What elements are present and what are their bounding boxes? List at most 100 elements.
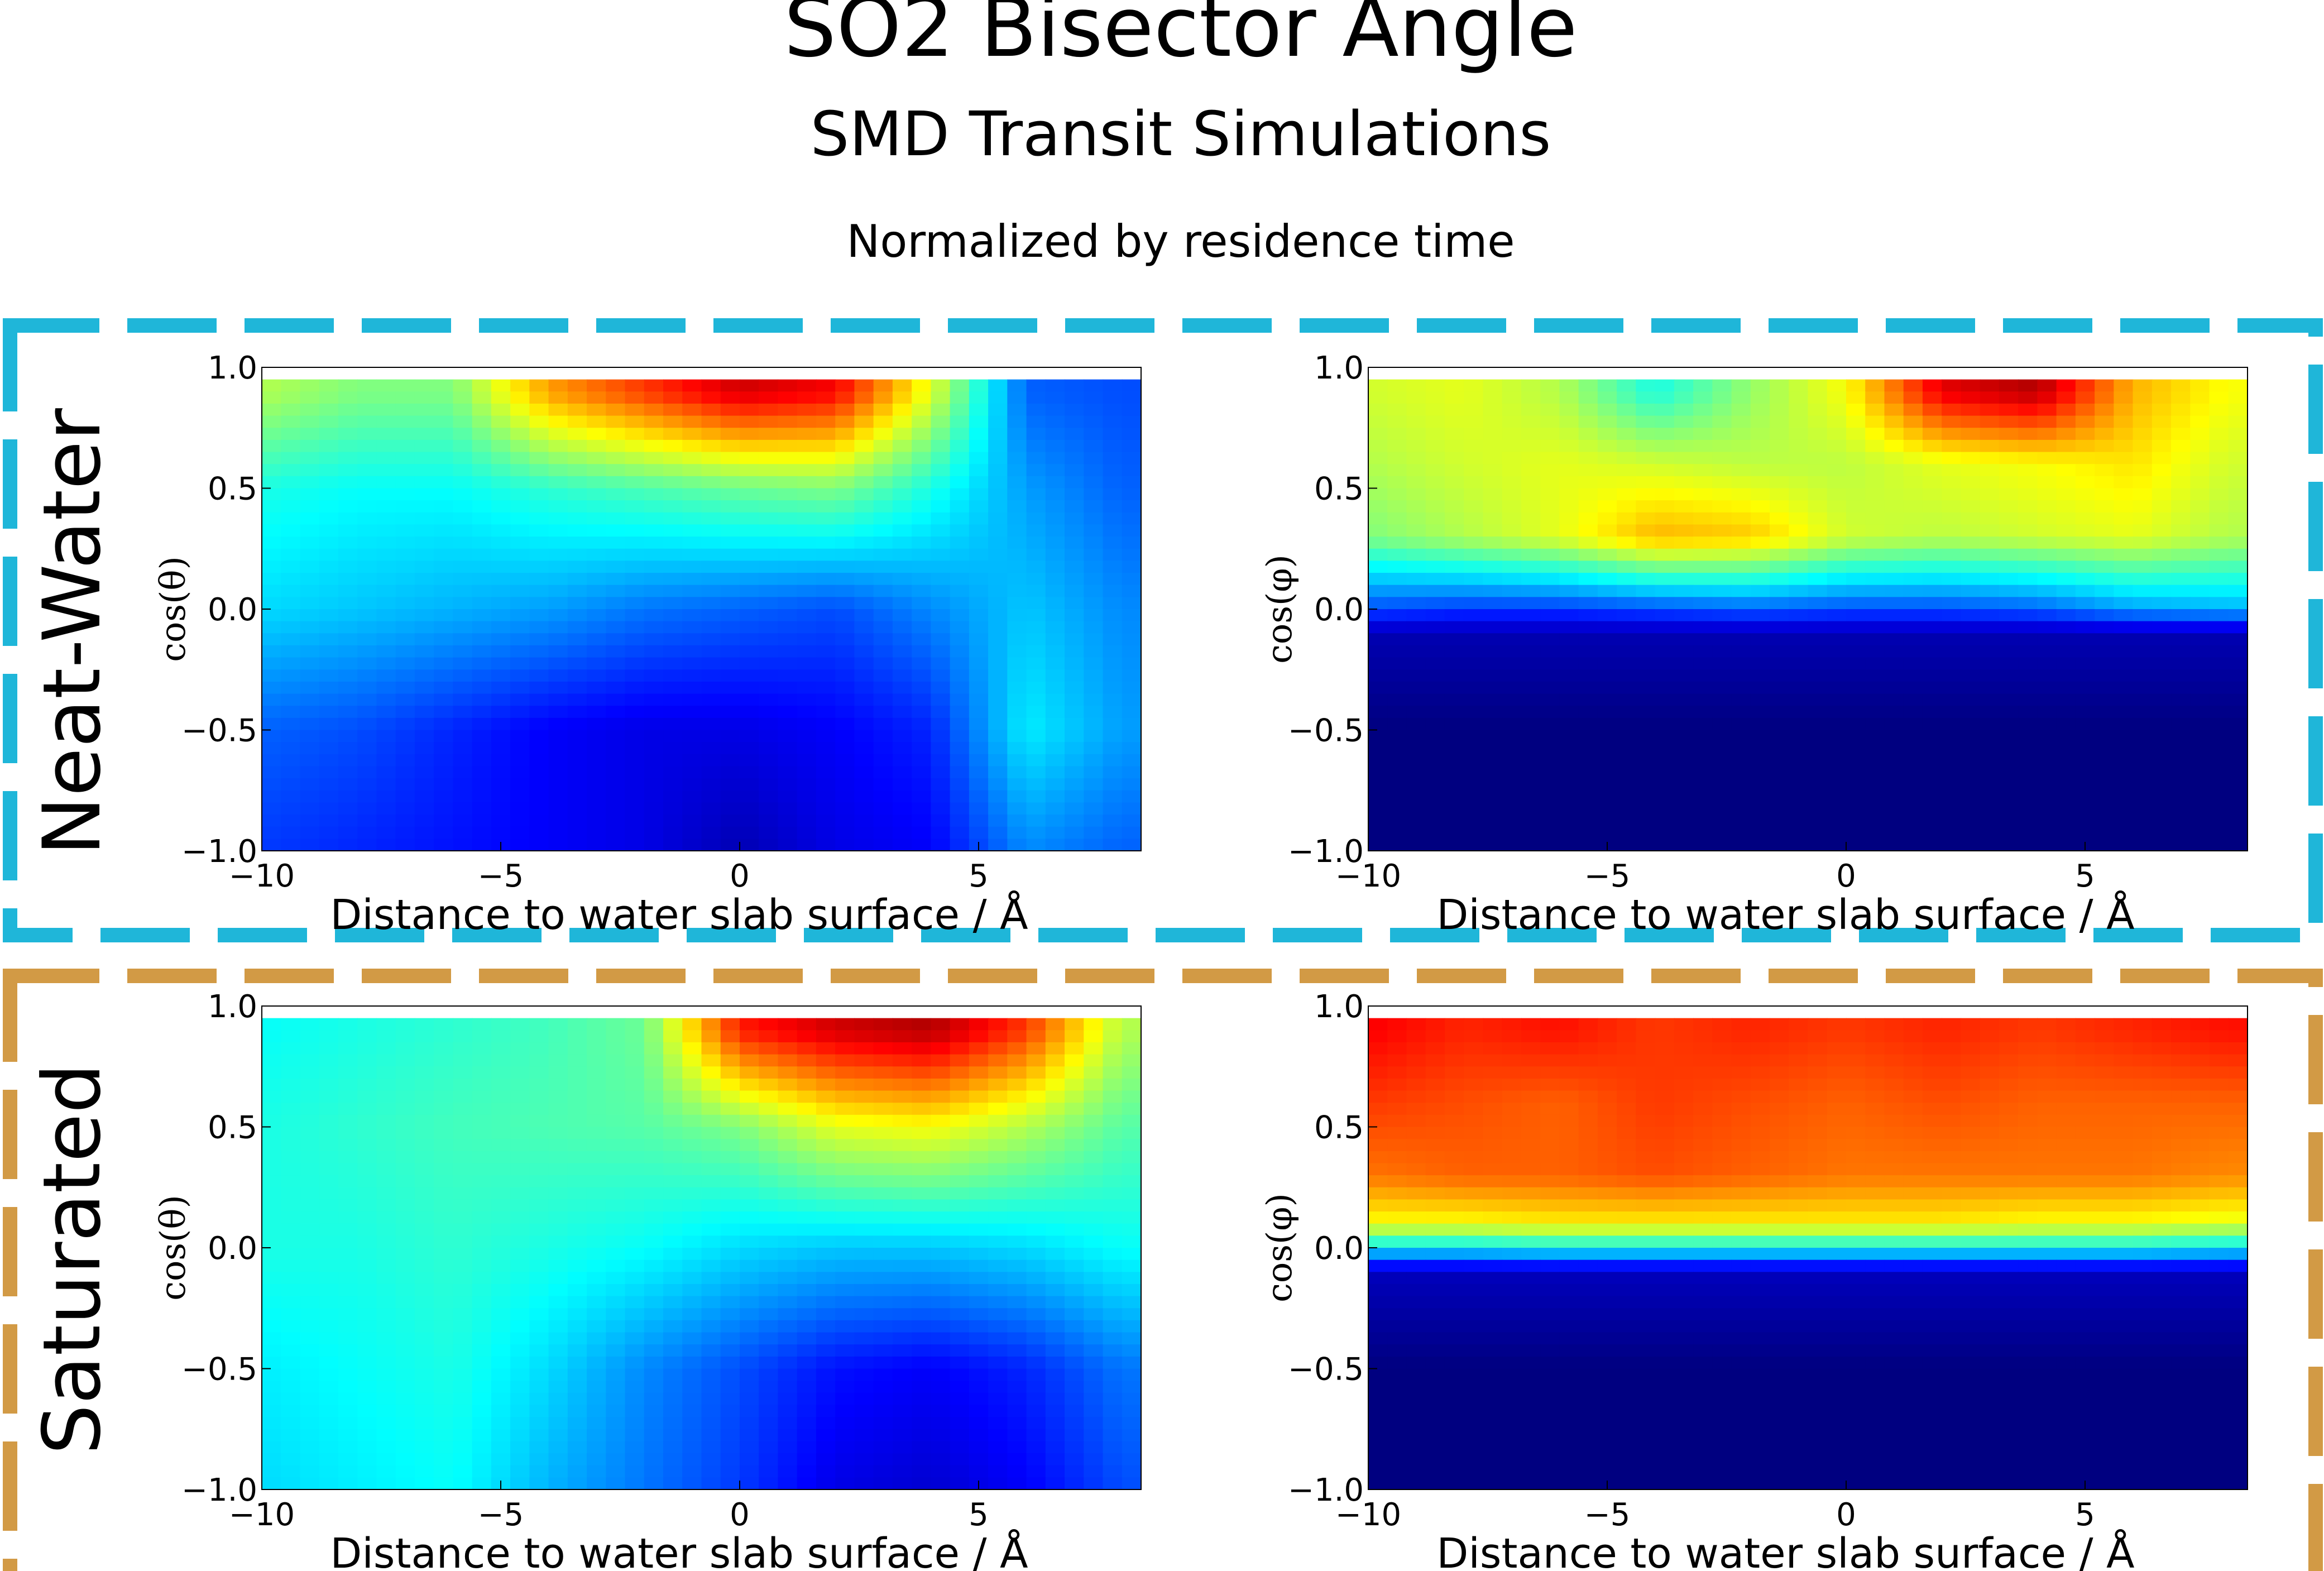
- heatmap-cell: [1980, 730, 2000, 743]
- heatmap-cell: [548, 1368, 568, 1381]
- heatmap-cell: [567, 1248, 587, 1261]
- heatmap-cell: [873, 802, 893, 815]
- heatmap-cell: [1942, 645, 1962, 658]
- heatmap-cell: [1026, 428, 1046, 440]
- heatmap-cell: [2018, 391, 2038, 404]
- heatmap-cell: [1884, 609, 1904, 622]
- heatmap-cell: [644, 439, 664, 453]
- heatmap-cell: [262, 561, 282, 573]
- heatmap-cell: [625, 1090, 645, 1103]
- heatmap-cell: [720, 1054, 740, 1067]
- heatmap-cell: [262, 1235, 282, 1248]
- heatmap-cell: [1827, 561, 1847, 573]
- heatmap-cell: [1045, 379, 1065, 392]
- heatmap-cell: [1406, 537, 1426, 549]
- heatmap-cell: [453, 548, 473, 562]
- heatmap-cell: [682, 1296, 702, 1309]
- heatmap-cell: [1903, 428, 1923, 440]
- heatmap-cell: [778, 548, 798, 562]
- heatmap-cell: [1617, 717, 1637, 731]
- heatmap-cell: [262, 621, 282, 634]
- heatmap-cell: [1693, 537, 1713, 549]
- heatmap-cell: [262, 681, 282, 695]
- heatmap-cell: [1103, 754, 1123, 767]
- heatmap-cell: [835, 1187, 855, 1200]
- heatmap-cell: [1693, 681, 1713, 695]
- heatmap-cell: [262, 826, 282, 840]
- heatmap-cell: [816, 1103, 836, 1115]
- heatmap-cell: [1942, 754, 1962, 767]
- heatmap-cell: [262, 428, 282, 440]
- heatmap-cell: [1026, 1344, 1046, 1357]
- heatmap-cell: [529, 573, 549, 586]
- heatmap-cell: [1502, 839, 1522, 851]
- heatmap-cell: [510, 537, 530, 549]
- heatmap-cell: [1007, 681, 1027, 695]
- heatmap-cell: [663, 1042, 683, 1055]
- heatmap-cell: [1007, 597, 1027, 610]
- heatmap-cell: [835, 657, 855, 670]
- heatmap-cell: [1808, 573, 1828, 586]
- heatmap-cell: [548, 1308, 568, 1321]
- heatmap-cell: [1827, 766, 1847, 779]
- heatmap-cell: [281, 815, 301, 827]
- heatmap-cell: [414, 621, 434, 634]
- heatmap-cell: [1750, 669, 1770, 682]
- heatmap-cell: [1387, 815, 1407, 827]
- heatmap-cell: [1999, 766, 2019, 779]
- heatmap-cell: [395, 1127, 415, 1139]
- heatmap-cell: [395, 1344, 415, 1357]
- heatmap-cell: [281, 693, 301, 706]
- heatmap-cell: [663, 790, 683, 803]
- heatmap-cell: [1483, 802, 1503, 815]
- heatmap-cell: [912, 452, 932, 464]
- heatmap-cell: [1103, 609, 1123, 622]
- heatmap-cell: [912, 439, 932, 453]
- heatmap-cell: [491, 500, 511, 513]
- heatmap-cell: [1578, 573, 1598, 586]
- heatmap-cell: [357, 1163, 377, 1176]
- heatmap-cell: [797, 1332, 817, 1345]
- heatmap-cell: [1808, 524, 1828, 537]
- heatmap-cell: [319, 1308, 339, 1321]
- heatmap-cell: [644, 488, 664, 501]
- heatmap-cell: [2171, 621, 2191, 634]
- heatmap-cell: [1026, 1308, 1046, 1321]
- heatmap-cell: [376, 585, 396, 598]
- heatmap-cell: [453, 1151, 473, 1164]
- heatmap-cell: [2037, 645, 2057, 658]
- heatmap-cell: [338, 573, 358, 586]
- heatmap-cell: [912, 1259, 932, 1273]
- heatmap-cell: [1808, 657, 1828, 670]
- heatmap-cell: [434, 379, 454, 392]
- heatmap-cell: [395, 802, 415, 815]
- heatmap-cell: [682, 1054, 702, 1067]
- heatmap-cell: [759, 1175, 779, 1188]
- heatmap-cell: [892, 524, 912, 537]
- heatmap-cell: [2209, 742, 2229, 755]
- heatmap-cell: [1559, 826, 1579, 840]
- heatmap-cell: [567, 1090, 587, 1103]
- heatmap-cell: [587, 1320, 607, 1333]
- heatmap-cell: [1026, 1248, 1046, 1261]
- heatmap-cell: [1942, 802, 1962, 815]
- heatmap-cell: [682, 464, 702, 477]
- heatmap-cell: [682, 766, 702, 779]
- heatmap-cell: [1103, 403, 1123, 416]
- heatmap-cell: [1026, 1030, 1046, 1043]
- heatmap-cell: [873, 730, 893, 743]
- heatmap-cell: [663, 1175, 683, 1188]
- heatmap-cell: [472, 802, 492, 815]
- heatmap-cell: [2209, 512, 2229, 525]
- heatmap-cell: [319, 681, 339, 695]
- heatmap-cell: [376, 778, 396, 791]
- heatmap-cell: [567, 1078, 587, 1091]
- heatmap-cell: [759, 1139, 779, 1152]
- heatmap-cell: [816, 790, 836, 803]
- heatmap-cell: [1368, 476, 1388, 489]
- heatmap-cell: [376, 1283, 396, 1297]
- heatmap-cell: [1750, 790, 1770, 803]
- heatmap-cell: [319, 597, 339, 610]
- heatmap-cell: [2209, 573, 2229, 586]
